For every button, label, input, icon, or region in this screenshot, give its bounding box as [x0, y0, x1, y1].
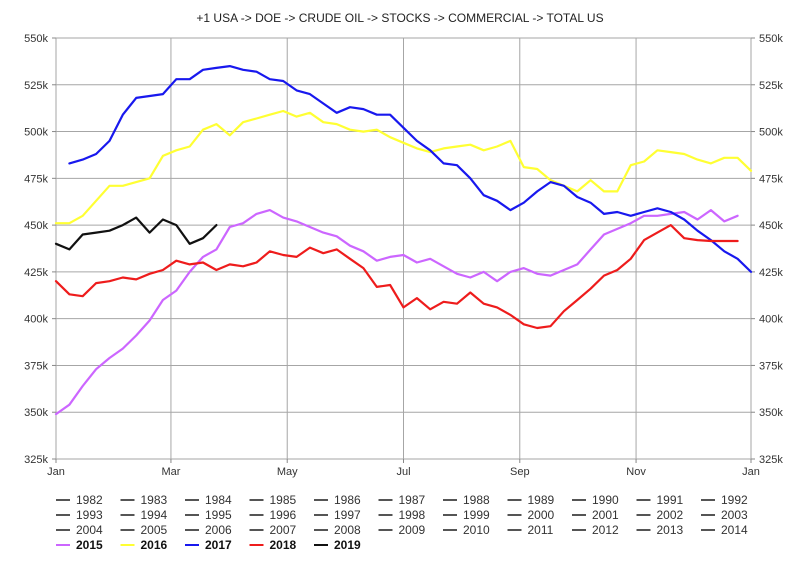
legend-label-1997: 1997	[334, 508, 361, 522]
legend-label-1995: 1995	[205, 508, 232, 522]
legend-label-2011: 2011	[528, 523, 554, 537]
legend-label-1994: 1994	[141, 508, 168, 522]
x-tick-label: Sep	[510, 466, 530, 478]
y-tick-label-right: 450k	[759, 220, 783, 232]
y-tick-label-left: 550k	[24, 33, 48, 45]
legend-label-2010: 2010	[463, 523, 490, 537]
y-tick-label-right: 425k	[759, 267, 783, 279]
legend-label-1993: 1993	[76, 508, 103, 522]
legend-label-2009: 2009	[399, 523, 426, 537]
legend-label-1998: 1998	[399, 508, 426, 522]
series-line-2016	[54, 109, 753, 225]
y-tick-label-right: 475k	[759, 173, 783, 185]
y-tick-label-right: 525k	[759, 80, 783, 92]
series-line-2015	[54, 209, 739, 416]
legend-label-1984: 1984	[205, 493, 232, 507]
legend-label-2001: 2001	[592, 508, 619, 522]
y-tick-label-left: 400k	[24, 314, 48, 326]
legend-label-1986: 1986	[334, 493, 361, 507]
y-tick-label-right: 400k	[759, 314, 783, 326]
y-tick-label-left: 350k	[24, 407, 48, 419]
series-line-2017	[68, 64, 753, 273]
legend-label-2019: 2019	[334, 538, 361, 552]
x-tick-label: Jan	[742, 466, 760, 478]
x-tick-label: May	[277, 466, 298, 478]
y-tick-label-left: 500k	[24, 127, 48, 139]
legend-label-1982: 1982	[76, 493, 103, 507]
x-tick-label: Jul	[396, 466, 410, 478]
legend-label-2016: 2016	[141, 538, 168, 552]
y-tick-label-right: 500k	[759, 127, 783, 139]
chart-title: +1 USA -> DOE -> CRUDE OIL -> STOCKS -> …	[196, 11, 603, 25]
series-line-2018	[54, 224, 739, 330]
legend-label-1987: 1987	[399, 493, 426, 507]
y-tick-label-right: 375k	[759, 360, 783, 372]
legend-label-2002: 2002	[657, 508, 684, 522]
y-tick-label-left: 475k	[24, 173, 48, 185]
y-tick-label-right: 325k	[759, 454, 783, 466]
legend-label-2007: 2007	[270, 523, 297, 537]
legend-label-2000: 2000	[528, 508, 555, 522]
legend-label-2018: 2018	[270, 538, 297, 552]
y-tick-label-left: 375k	[24, 360, 48, 372]
x-tick-label: Mar	[161, 466, 180, 478]
series-lines	[54, 64, 753, 416]
legend: 1982 1983 1984 1985 1986 1987 1988 1989 1990 1991…	[56, 493, 748, 552]
legend-label-2017: 2017	[205, 538, 232, 552]
legend-label-2003: 2003	[721, 508, 748, 522]
legend-label-1985: 1985	[270, 493, 297, 507]
legend-label-1996: 1996	[270, 508, 297, 522]
series-line-2019	[54, 216, 218, 251]
axes: 325k 325k 350k 350k 375k 375k 400k 400k 425k 425k…	[24, 33, 783, 478]
legend-label-2014: 2014	[721, 523, 748, 537]
y-tick-label-right: 350k	[759, 407, 783, 419]
legend-label-1990: 1990	[592, 493, 619, 507]
y-tick-label-left: 525k	[24, 80, 48, 92]
legend-label-1992: 1992	[721, 493, 748, 507]
y-tick-label-left: 425k	[24, 267, 48, 279]
x-tick-label: Nov	[626, 466, 646, 478]
legend-label-2013: 2013	[657, 523, 684, 537]
x-tick-label: Jan	[47, 466, 65, 478]
y-tick-label-left: 325k	[24, 454, 48, 466]
legend-label-1999: 1999	[463, 508, 490, 522]
y-tick-label-right: 550k	[759, 33, 783, 45]
legend-label-2005: 2005	[141, 523, 168, 537]
legend-label-2015: 2015	[76, 538, 103, 552]
legend-label-1988: 1988	[463, 493, 490, 507]
legend-label-1991: 1991	[657, 493, 684, 507]
legend-label-1983: 1983	[141, 493, 168, 507]
legend-label-1989: 1989	[528, 493, 555, 507]
legend-label-2004: 2004	[76, 523, 103, 537]
legend-label-2008: 2008	[334, 523, 361, 537]
legend-label-2006: 2006	[205, 523, 232, 537]
legend-label-2012: 2012	[592, 523, 619, 537]
y-tick-label-left: 450k	[24, 220, 48, 232]
